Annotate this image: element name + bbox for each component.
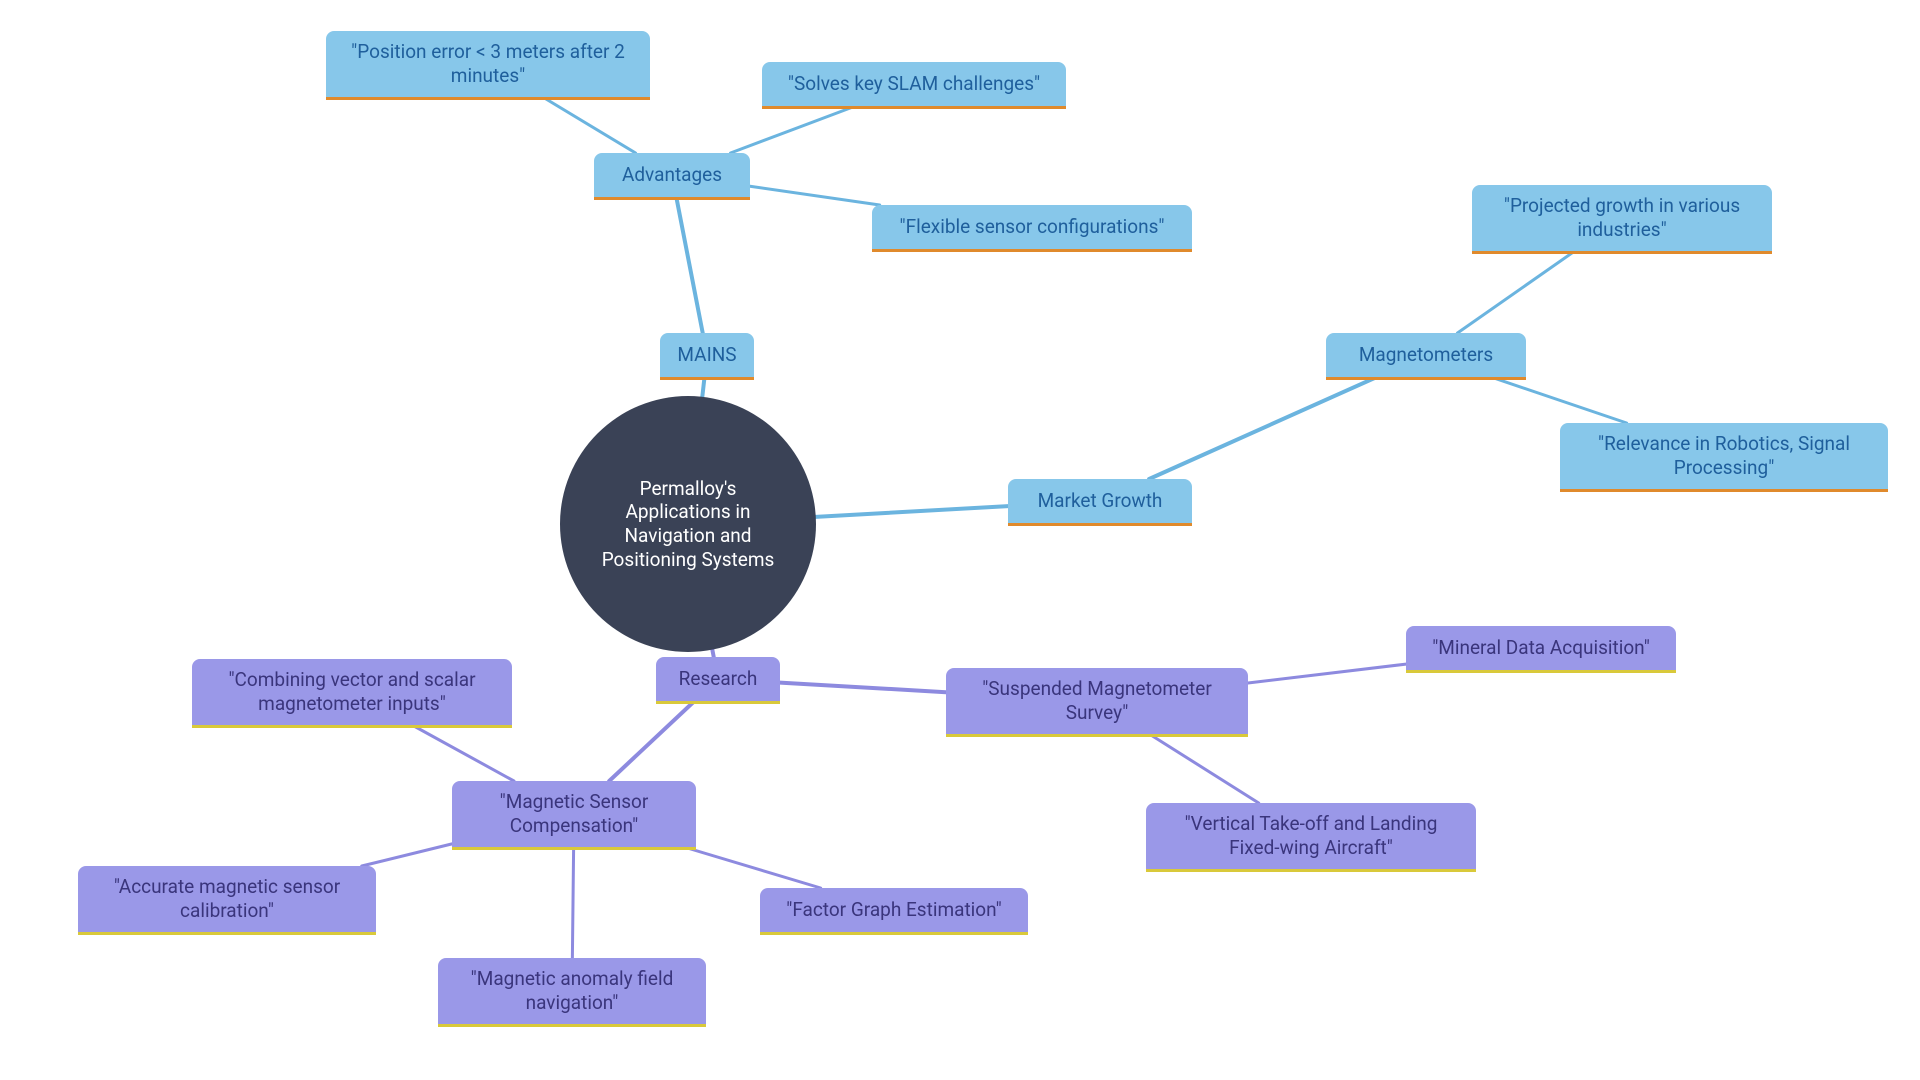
node-underline: [1406, 670, 1676, 673]
node-label: "Relevance in Robotics, Signal Processin…: [1578, 432, 1870, 480]
node-adv3[interactable]: "Flexible sensor configurations": [872, 205, 1192, 249]
node-label: "Solves key SLAM challenges": [788, 72, 1040, 96]
node-underline: [660, 377, 754, 380]
node-underline: [872, 249, 1192, 252]
node-label: "Vertical Take-off and Landing Fixed-win…: [1164, 812, 1458, 860]
node-msc2[interactable]: "Accurate magnetic sensor calibration": [78, 866, 376, 932]
node-underline: [192, 725, 512, 728]
node-label: MAINS: [677, 343, 736, 367]
node-label: "Projected growth in various industries": [1490, 194, 1754, 242]
node-mag2[interactable]: "Relevance in Robotics, Signal Processin…: [1560, 423, 1888, 489]
node-adv2[interactable]: "Solves key SLAM challenges": [762, 62, 1066, 106]
node-sms[interactable]: "Suspended Magnetometer Survey": [946, 668, 1248, 734]
node-label: "Mineral Data Acquisition": [1432, 636, 1650, 660]
node-label: "Factor Graph Estimation": [786, 898, 1002, 922]
node-underline: [760, 932, 1028, 935]
node-label: Magnetometers: [1359, 343, 1493, 367]
node-label: Advantages: [622, 163, 722, 187]
node-underline: [1472, 251, 1772, 254]
node-underline: [326, 97, 650, 100]
node-label: Permalloy's Applications in Navigation a…: [588, 477, 788, 572]
node-research[interactable]: Research: [656, 657, 780, 701]
node-label: Market Growth: [1038, 489, 1163, 513]
node-underline: [762, 106, 1066, 109]
node-mag1[interactable]: "Projected growth in various industries": [1472, 185, 1772, 251]
node-mag[interactable]: Magnetometers: [1326, 333, 1526, 377]
node-market[interactable]: Market Growth: [1008, 479, 1192, 523]
node-underline: [946, 734, 1248, 737]
node-label: "Magnetic anomaly field navigation": [456, 967, 688, 1015]
node-label: "Magnetic Sensor Compensation": [470, 790, 678, 838]
node-mains[interactable]: MAINS: [660, 333, 754, 377]
node-msc4[interactable]: "Factor Graph Estimation": [760, 888, 1028, 932]
node-underline: [1146, 869, 1476, 872]
mindmap-canvas: Permalloy's Applications in Navigation a…: [0, 0, 1920, 1080]
node-label: Research: [679, 667, 758, 691]
node-underline: [452, 847, 696, 850]
node-sms1[interactable]: "Mineral Data Acquisition": [1406, 626, 1676, 670]
node-underline: [1326, 377, 1526, 380]
node-underline: [78, 932, 376, 935]
node-label: "Position error < 3 meters after 2 minut…: [344, 40, 632, 88]
node-label: "Suspended Magnetometer Survey": [964, 677, 1230, 725]
node-msc[interactable]: "Magnetic Sensor Compensation": [452, 781, 696, 847]
node-underline: [438, 1024, 706, 1027]
node-msc3[interactable]: "Magnetic anomaly field navigation": [438, 958, 706, 1024]
center-node[interactable]: Permalloy's Applications in Navigation a…: [560, 396, 816, 652]
node-sms2[interactable]: "Vertical Take-off and Landing Fixed-win…: [1146, 803, 1476, 869]
node-label: "Accurate magnetic sensor calibration": [96, 875, 358, 923]
node-msc1[interactable]: "Combining vector and scalar magnetomete…: [192, 659, 512, 725]
node-adv1[interactable]: "Position error < 3 meters after 2 minut…: [326, 31, 650, 97]
node-underline: [594, 197, 750, 200]
node-underline: [656, 701, 780, 704]
node-label: "Flexible sensor configurations": [900, 215, 1165, 239]
node-label: "Combining vector and scalar magnetomete…: [210, 668, 494, 716]
node-underline: [1008, 523, 1192, 526]
node-advantages[interactable]: Advantages: [594, 153, 750, 197]
node-underline: [1560, 489, 1888, 492]
